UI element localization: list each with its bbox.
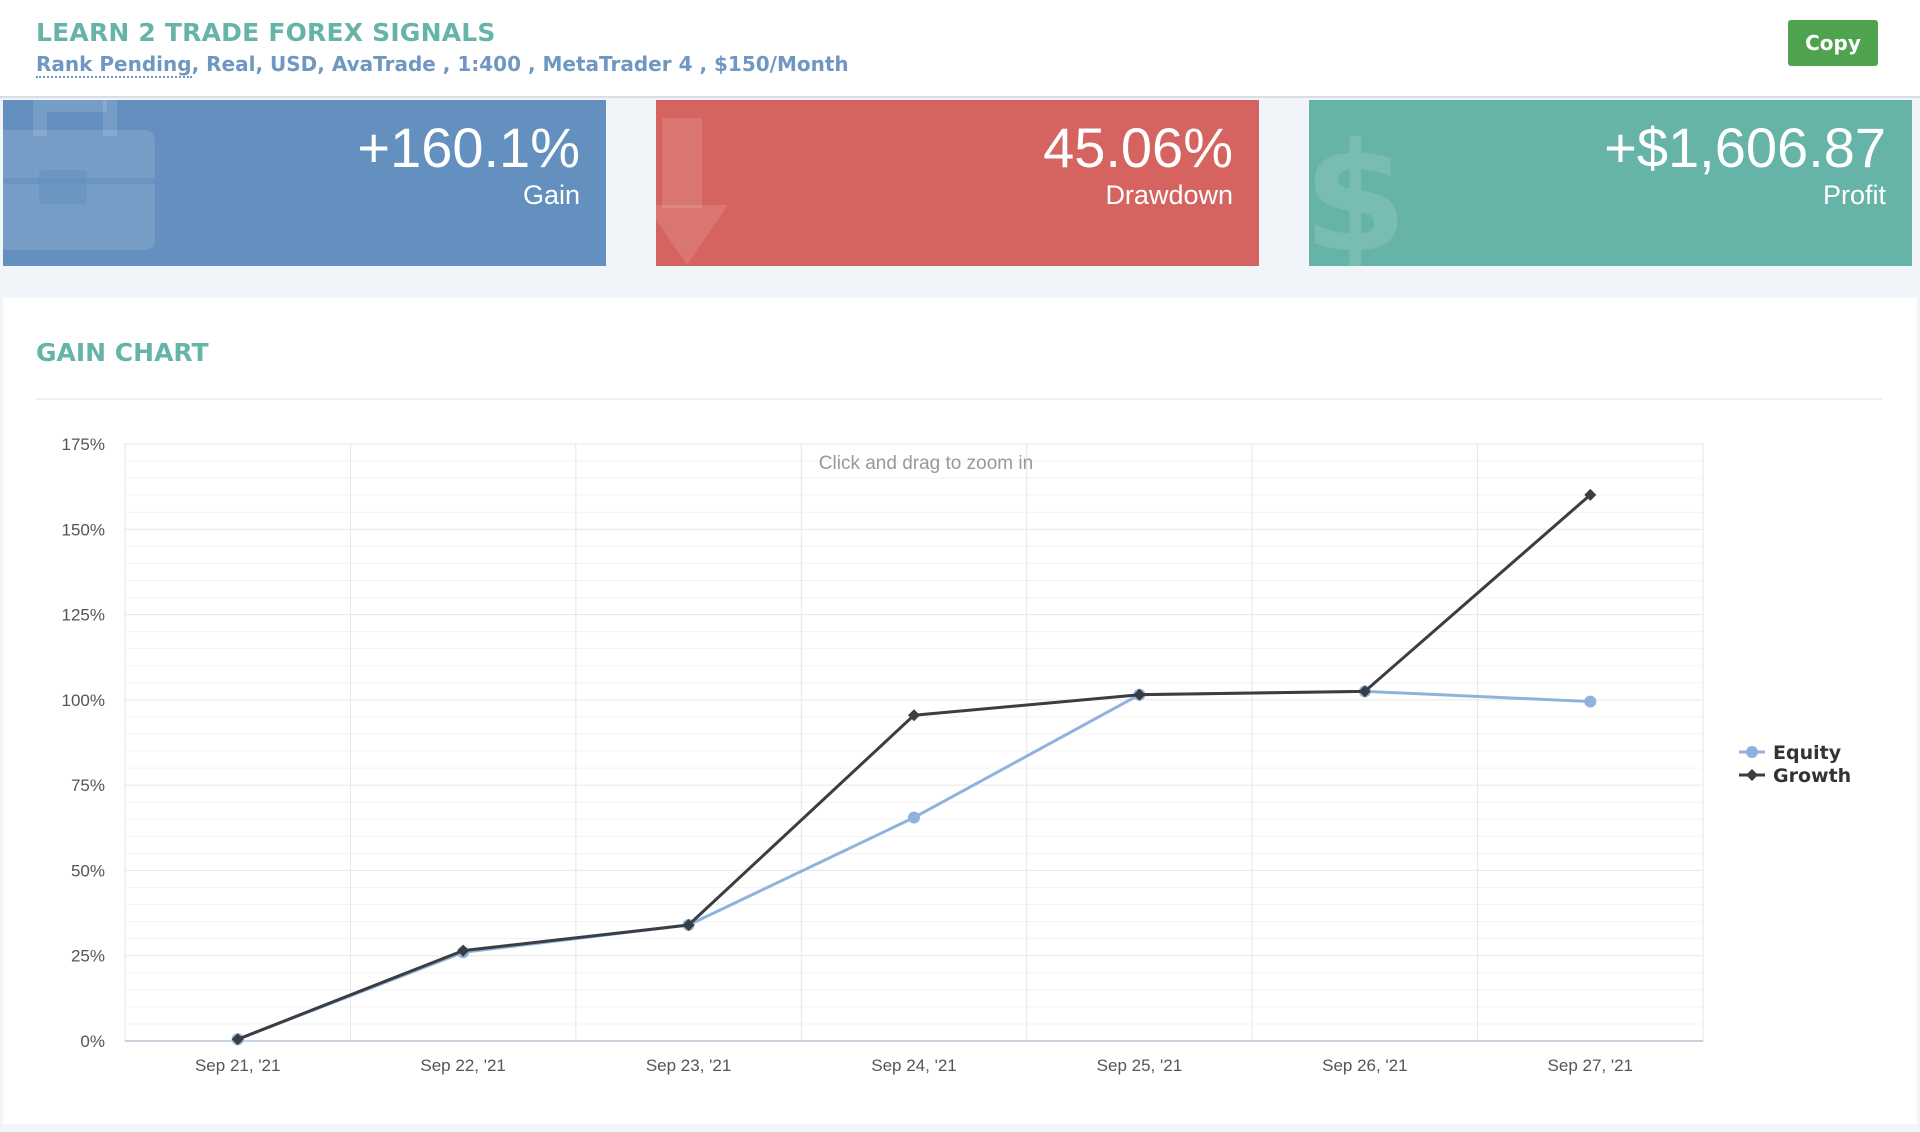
x-tick-label: Sep 23, '21 <box>646 1056 731 1075</box>
x-tick-label: Sep 24, '21 <box>871 1056 956 1075</box>
gain-chart-panel: GAIN CHART 0% 25% 50% 75% 100% 125% 150% 175% Se… <box>3 298 1917 1124</box>
gain-card: +160.1% Gain <box>3 100 606 266</box>
y-tick-label: 50% <box>71 861 105 880</box>
page-title: LEARN 2 TRADE FOREX SIGNALS <box>36 18 496 47</box>
gain-label: Gain <box>522 180 580 210</box>
gain-chart-title: GAIN CHART <box>36 338 209 367</box>
legend-label: Equity <box>1773 742 1842 764</box>
gain-value: +160.1% <box>357 116 580 179</box>
growth-point[interactable] <box>1358 685 1371 698</box>
zoom-hint: Click and drag to zoom in <box>819 453 1033 474</box>
legend-item-equity[interactable]: Equity <box>1739 742 1842 764</box>
divider <box>36 398 1882 400</box>
equity-point[interactable] <box>1584 695 1597 708</box>
growth-point[interactable] <box>682 919 695 932</box>
legend-marker <box>1746 746 1758 758</box>
x-tick-label: Sep 25, '21 <box>1097 1056 1182 1075</box>
growth-line <box>237 493 1592 1041</box>
growth-point[interactable] <box>908 709 920 722</box>
copy-button[interactable]: Copy <box>1788 20 1878 66</box>
profit-card: $ +$1,606.87 Profit <box>1309 100 1912 266</box>
briefcase-icon <box>3 100 155 250</box>
y-tick-label: 100% <box>62 691 105 710</box>
x-tick-label: Sep 22, '21 <box>420 1056 505 1075</box>
account-details-text: , Real, USD, AvaTrade , 1:400 , MetaTrad… <box>191 52 849 76</box>
y-tick-label: 175% <box>62 435 105 454</box>
profit-label: Profit <box>1822 180 1886 210</box>
drawdown-card: 45.06% Drawdown <box>656 100 1259 266</box>
x-tick-label: Sep 21, '21 <box>195 1056 280 1075</box>
profit-value: +$1,606.87 <box>1604 116 1886 179</box>
growth-point[interactable] <box>231 1033 244 1046</box>
legend-label: Growth <box>1773 765 1851 787</box>
x-tick-label: Sep 26, '21 <box>1322 1056 1407 1075</box>
y-tick-label: 0% <box>80 1032 105 1051</box>
legend-marker <box>1746 769 1758 781</box>
x-tick-label: Sep 27, '21 <box>1548 1056 1633 1075</box>
header: LEARN 2 TRADE FOREX SIGNALS Rank Pending… <box>0 0 1920 98</box>
legend-item-growth[interactable]: Growth <box>1739 765 1851 787</box>
growth-point[interactable] <box>1133 688 1146 701</box>
y-tick-label: 150% <box>62 520 105 539</box>
y-tick-label: 25% <box>71 947 105 966</box>
drawdown-value: 45.06% <box>1043 116 1233 179</box>
y-tick-label: 75% <box>71 776 105 795</box>
equity-point[interactable] <box>908 811 920 824</box>
svg-text:$: $ <box>1309 112 1407 266</box>
arrow-down-icon <box>656 118 728 265</box>
plot-area <box>124 443 1704 1042</box>
growth-point[interactable] <box>457 944 470 957</box>
rank-link[interactable]: Rank Pending <box>36 52 192 78</box>
y-tick-label: 125% <box>62 606 105 625</box>
gain-chart[interactable]: 0% 25% 50% 75% 100% 125% 150% 175% Sep 21, '21 Se… <box>3 298 1917 1124</box>
growth-point[interactable] <box>1584 488 1597 501</box>
equity-line <box>237 689 1591 1041</box>
drawdown-label: Drawdown <box>1105 180 1233 210</box>
dollar-icon: $ <box>1309 112 1407 266</box>
account-details: Rank Pending, Real, USD, AvaTrade , 1:40… <box>36 52 849 78</box>
